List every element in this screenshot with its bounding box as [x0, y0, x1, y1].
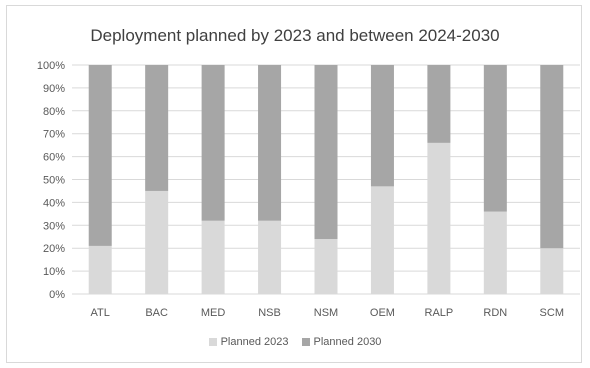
x-tick-label: BAC — [145, 307, 168, 319]
bar-planned-2030-scm — [540, 65, 564, 249]
bar-planned-2030-oem — [370, 65, 394, 187]
x-tick-label: OEM — [370, 307, 395, 319]
x-tick-label: NSB — [258, 307, 281, 319]
bar-planned-2030-rdn — [483, 65, 507, 212]
legend-label-planned-2030: Planned 2030 — [313, 336, 382, 348]
y-tick-label: 60% — [43, 152, 65, 164]
y-tick-label: 0% — [49, 289, 65, 301]
bar-planned-2030-atl — [88, 65, 112, 246]
bar-planned-2030-med — [201, 65, 225, 221]
bar-planned-2023-oem — [370, 186, 394, 294]
bar-planned-2030-nsb — [258, 65, 282, 221]
chart-title: Deployment planned by 2023 and between 2… — [90, 26, 500, 45]
x-tick-label: NSM — [314, 307, 338, 319]
y-tick-label: 30% — [43, 220, 65, 232]
x-tick-label: RALP — [425, 307, 454, 319]
bar-planned-2023-bac — [145, 190, 169, 294]
y-tick-label: 80% — [43, 106, 65, 118]
bar-planned-2023-ralp — [427, 142, 451, 294]
bar-planned-2023-nsm — [314, 239, 338, 294]
legend-swatch-planned-2023 — [208, 338, 217, 346]
legend: Planned 2023 Planned 2030 — [0, 336, 590, 349]
legend-item-planned-2030: Planned 2030 — [301, 336, 382, 348]
x-tick-label: RDN — [483, 307, 507, 319]
bar-planned-2030-bac — [145, 65, 169, 191]
bar-planned-2030-ralp — [427, 65, 451, 143]
y-tick-label: 100% — [37, 60, 65, 72]
bar-planned-2023-scm — [540, 248, 564, 294]
bar-planned-2023-nsb — [258, 220, 282, 294]
legend-item-planned-2023: Planned 2023 — [208, 336, 289, 348]
legend-label-planned-2023: Planned 2023 — [220, 336, 289, 348]
x-tick-label: ATL — [91, 307, 110, 319]
bar-planned-2023-med — [201, 220, 225, 294]
bar-planned-2023-atl — [88, 245, 112, 294]
y-tick-label: 20% — [43, 243, 65, 255]
y-tick-label: 90% — [43, 83, 65, 95]
y-tick-label: 40% — [43, 197, 65, 209]
y-tick-label: 70% — [43, 129, 65, 141]
x-tick-label: MED — [201, 307, 226, 319]
bar-planned-2023-rdn — [483, 211, 507, 294]
x-tick-label: SCM — [540, 307, 564, 319]
y-tick-label: 10% — [43, 266, 65, 278]
y-tick-label: 50% — [43, 175, 65, 187]
legend-swatch-planned-2030 — [301, 338, 310, 346]
bar-planned-2030-nsm — [314, 65, 338, 240]
